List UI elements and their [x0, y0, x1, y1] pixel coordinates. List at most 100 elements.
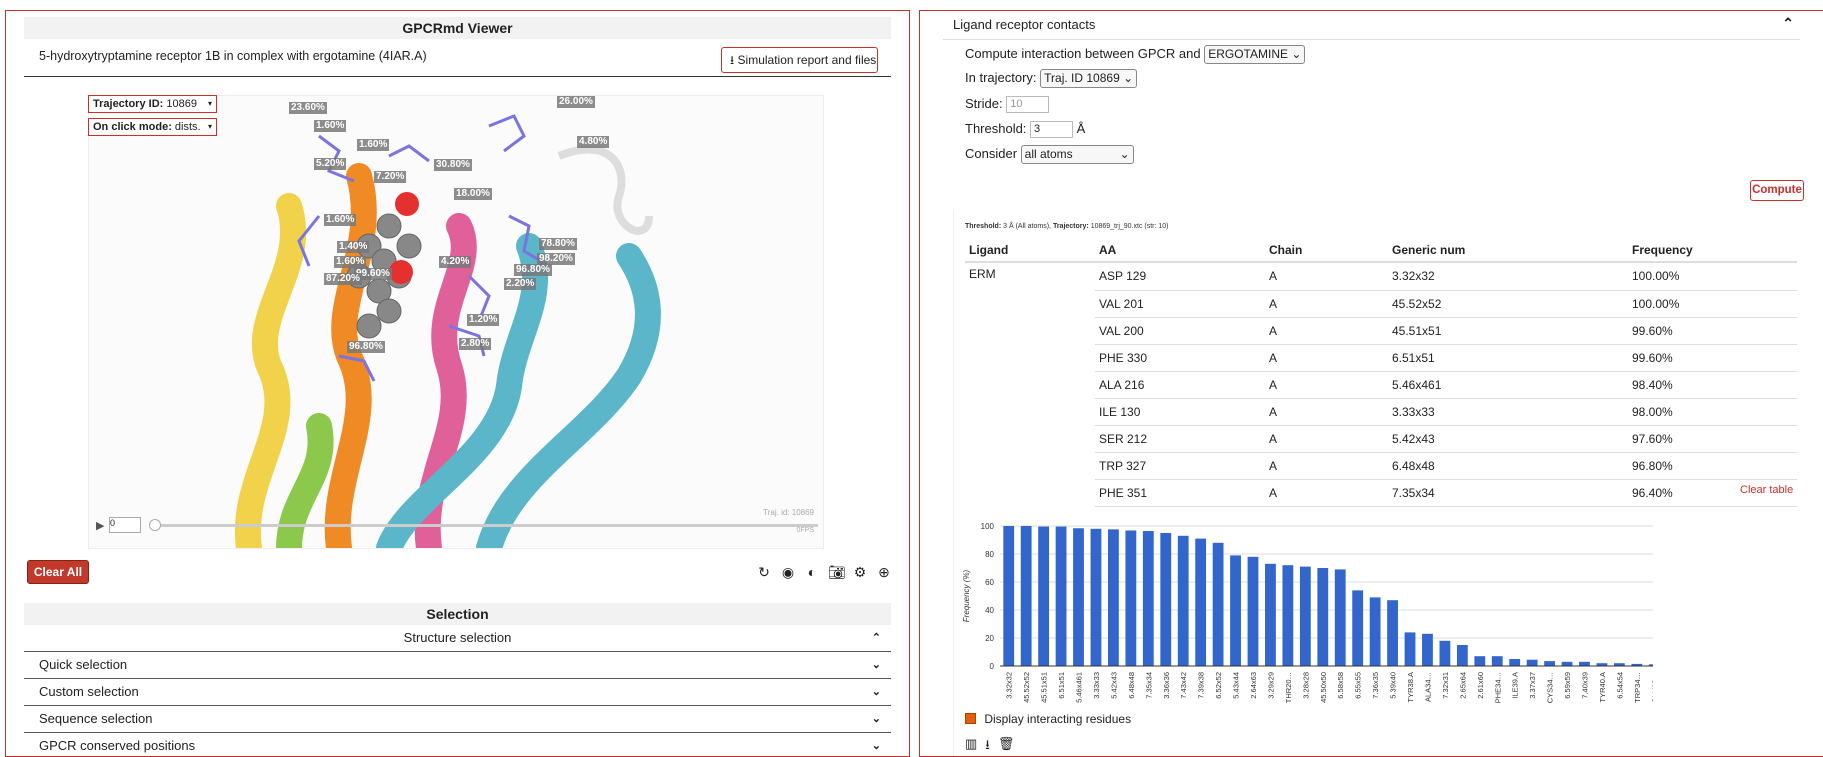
camera-icon[interactable]: 📷︎ — [828, 564, 846, 580]
table-cell: VAL 200 — [1095, 317, 1265, 345]
structure-selection-toggle[interactable]: Structure selection ⌃ — [24, 625, 891, 652]
clear-table-link[interactable]: Clear table — [1740, 484, 1794, 496]
bar[interactable] — [1160, 533, 1172, 666]
bar[interactable] — [1177, 535, 1189, 666]
stride-input[interactable]: 10 — [1006, 96, 1050, 114]
x-tick-label: 2.64x63 — [1249, 672, 1258, 699]
chevron-down-icon: ▾ — [207, 99, 212, 108]
bar[interactable] — [1613, 663, 1625, 666]
consider-select[interactable]: all atoms ⌄ — [1020, 145, 1134, 164]
ligand-cell — [965, 425, 1095, 452]
header-divider — [943, 39, 1800, 40]
trajectory-select[interactable]: Trajectory ID: 10869 ▾ — [88, 95, 217, 113]
threshold-input[interactable]: 3 — [1030, 121, 1074, 139]
table-cell: 99.60% — [1628, 317, 1797, 345]
table-cell: A — [1265, 479, 1388, 507]
bar[interactable] — [1038, 526, 1050, 666]
bar[interactable] — [1334, 569, 1346, 666]
gear-icon[interactable]: ⚙ — [853, 564, 867, 580]
download-icon[interactable]: ⭳ — [985, 737, 990, 752]
chevron-down-icon: ▾ — [207, 122, 212, 131]
bar[interactable] — [1544, 661, 1556, 666]
checkbox-checked-icon[interactable] — [965, 713, 976, 725]
center-icon[interactable]: ◉ — [781, 564, 795, 580]
click-mode-select[interactable]: On click mode: dists. ▾ — [88, 118, 217, 136]
bar[interactable] — [1212, 542, 1224, 666]
bar[interactable] — [1439, 640, 1451, 666]
frame-input[interactable]: 0 — [109, 517, 141, 533]
bar[interactable] — [1474, 656, 1486, 666]
chevron-up-icon: ⌃ — [871, 632, 881, 644]
display-interacting-row[interactable]: Display interacting residues — [965, 712, 1131, 726]
threshold-label: Threshold: — [965, 121, 1027, 136]
table-row: ERM ASP 129 A 3.32x32 100.00% — [965, 262, 1797, 291]
bar[interactable] — [1631, 663, 1643, 666]
conserved-positions-toggle[interactable]: GPCR conserved positions ⌄ — [24, 733, 891, 756]
sequence-selection-toggle[interactable]: Sequence selection ⌄ — [24, 706, 891, 733]
molecular-viewport[interactable]: 23.60% 1.60% 1.60% 5.20% 7.20% 18.00% 30.80% 1.… — [88, 95, 824, 549]
x-tick-label: 7.32x31 — [1441, 672, 1450, 699]
table-cell: 3.33x33 — [1388, 398, 1628, 426]
table-cell: 3.32x32 — [1388, 262, 1628, 291]
clear-all-button[interactable]: Clear All — [27, 560, 89, 584]
trajectory-dropdown-value: Traj. ID 10869 — [1044, 71, 1120, 85]
bar[interactable] — [1561, 661, 1573, 666]
x-tick-label: 3.32x32 — [1005, 672, 1014, 699]
bar[interactable] — [1526, 659, 1538, 666]
trajectory-slider-handle[interactable] — [149, 519, 161, 531]
bar[interactable] — [1352, 590, 1364, 666]
x-tick-label: ILE39.A — [1511, 672, 1520, 699]
bar[interactable] — [1055, 526, 1067, 666]
bar[interactable] — [1265, 563, 1276, 666]
quick-selection-toggle[interactable]: Quick selection ⌄ — [24, 652, 891, 679]
custom-selection-toggle[interactable]: Custom selection ⌄ — [24, 679, 891, 706]
bar[interactable] — [1247, 556, 1259, 666]
oxygen-atom-2 — [389, 260, 413, 284]
play-icon[interactable]: ▶ — [96, 520, 105, 532]
bar[interactable] — [1142, 531, 1154, 666]
fullscreen-icon[interactable]: ⊕ — [878, 564, 890, 580]
table-cell: 7.35x34 — [1388, 479, 1628, 507]
bar[interactable] — [1579, 661, 1590, 666]
bar[interactable] — [1107, 529, 1119, 666]
bar[interactable] — [1456, 645, 1468, 666]
bar[interactable] — [1422, 633, 1433, 666]
bar[interactable] — [1282, 565, 1294, 666]
bar[interactable] — [1073, 528, 1084, 666]
bar[interactable] — [1648, 664, 1653, 666]
ligand-value: ERGOTAMINE — [1208, 47, 1288, 61]
table-cell: A — [1265, 371, 1388, 399]
compute-button[interactable]: Compute — [1750, 180, 1804, 201]
bar[interactable] — [1404, 632, 1416, 666]
bar[interactable] — [1369, 597, 1381, 666]
chevron-up-icon[interactable]: ⌃ — [1782, 15, 1794, 31]
bar[interactable] — [1125, 530, 1137, 666]
bar[interactable] — [1090, 528, 1102, 666]
trajectory-dropdown[interactable]: Traj. ID 10869 ⌄ — [1040, 69, 1138, 88]
x-tick-label: 7.40x39 — [1580, 672, 1589, 699]
trajectory-slider[interactable] — [151, 524, 818, 527]
table-cell: ILE 130 — [1095, 398, 1265, 426]
bar[interactable] — [1195, 538, 1207, 666]
bar[interactable] — [1596, 663, 1608, 666]
contrast-icon[interactable]: ◐ — [807, 564, 817, 580]
column-header: Frequency — [1628, 239, 1797, 263]
refresh-icon[interactable]: ↻ — [758, 564, 770, 580]
bar-chart-icon[interactable]: ▥ — [965, 736, 978, 751]
trash-icon[interactable]: 🗑︎ — [997, 736, 1015, 751]
ligand-select[interactable]: ERGOTAMINE ⌄ — [1204, 45, 1306, 64]
bar[interactable] — [1491, 656, 1503, 666]
bar[interactable] — [1230, 555, 1241, 666]
bar[interactable] — [1317, 568, 1329, 666]
bar[interactable] — [1509, 659, 1521, 666]
table-cell: A — [1265, 425, 1388, 453]
bar[interactable] — [1299, 566, 1311, 666]
ligand-cell — [965, 452, 1095, 479]
bar[interactable] — [1020, 526, 1032, 666]
bar[interactable] — [1003, 526, 1015, 666]
contact-label: 96.80% — [347, 341, 385, 353]
bar[interactable] — [1387, 600, 1398, 666]
table-header-row: Ligand AA Chain Generic num Frequency — [965, 239, 1797, 263]
simulation-report-button[interactable]: ⭳ Simulation report and files — [721, 47, 878, 73]
table-row: VAL 200 A 45.51x51 99.60% — [965, 317, 1797, 345]
